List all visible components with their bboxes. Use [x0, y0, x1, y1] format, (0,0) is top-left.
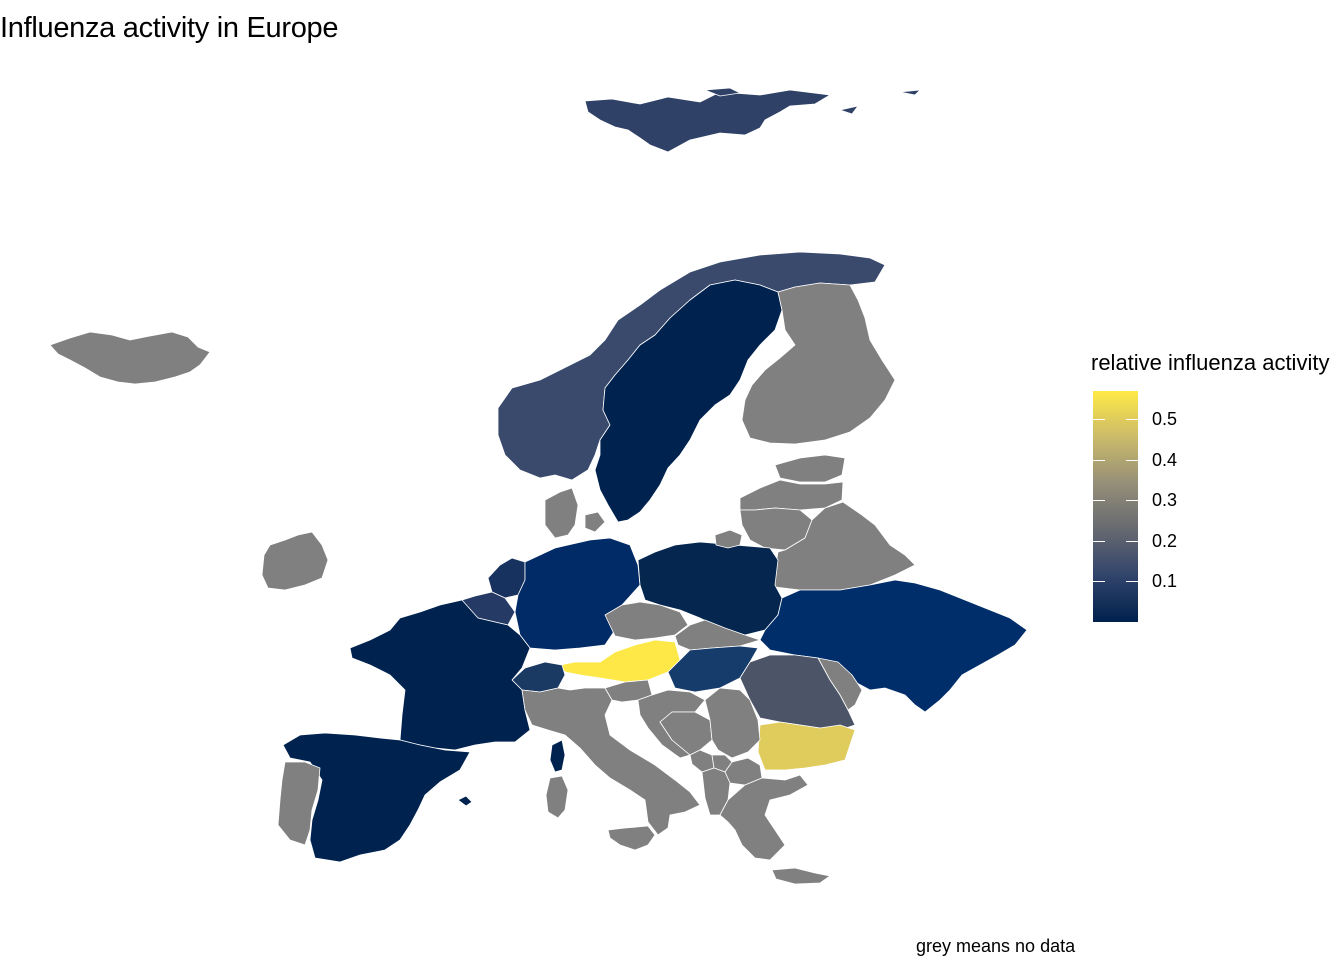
region-montenegro: [689, 749, 715, 773]
region-shape-hungary: [667, 645, 759, 693]
region-shape-serbia: [704, 687, 761, 759]
region-romania: [739, 654, 856, 731]
region-shape-montenegro: [689, 749, 715, 773]
region-shape-greece: [771, 867, 831, 885]
legend-tick-label: 0.4: [1152, 449, 1178, 470]
region-north-macedonia: [724, 757, 763, 786]
region-shape-iceland: [49, 331, 211, 385]
region-sicily: [607, 825, 656, 851]
region-serbia: [704, 687, 761, 759]
caption: grey means no data: [916, 936, 1076, 956]
region-shape-kaliningrad: [714, 529, 743, 549]
region-shape-belarus: [774, 501, 916, 591]
region-shape-balearic-islands: [457, 795, 473, 807]
legend-tick-mark: [1126, 540, 1138, 542]
region-italy: [521, 687, 701, 836]
legend-tick-mark: [1126, 500, 1138, 502]
legend-tick-label: 0.5: [1152, 409, 1178, 430]
region-balearic-islands: [457, 795, 473, 807]
legend-tick-mark: [1093, 500, 1105, 502]
region-shape-denmark: [584, 511, 606, 533]
legend-tick-label: 0.1: [1152, 571, 1178, 592]
region-shape-romania: [739, 654, 856, 731]
region-iceland: [49, 331, 211, 385]
region-hungary: [667, 645, 759, 693]
region-shape-finland: [741, 282, 896, 445]
region-finland: [741, 282, 896, 445]
region-portugal: [277, 761, 321, 846]
region-shape-svalbard: [704, 87, 741, 97]
legend-tick-mark: [1126, 459, 1138, 461]
region-shape-latvia: [739, 479, 844, 511]
map-title: Influenza activity in Europe: [0, 12, 339, 44]
region-ireland: [261, 531, 329, 591]
region-greece: [719, 774, 831, 885]
region-shape-sweden: [594, 279, 783, 523]
legend-tick-mark: [1093, 540, 1105, 542]
region-belarus: [774, 501, 916, 591]
legend-tick-mark: [1126, 419, 1138, 421]
legend-tick-mark: [1093, 581, 1105, 583]
region-shape-sicily: [607, 825, 656, 851]
legend-colorbar: [1093, 391, 1138, 622]
region-latvia: [739, 479, 844, 511]
region-shape-corsica: [549, 739, 566, 773]
region-sardinia: [545, 775, 569, 819]
region-shape-svalbard: [899, 89, 921, 96]
region-shape-portugal: [277, 761, 321, 846]
region-shape-sardinia: [545, 775, 569, 819]
region-shape-north-macedonia: [724, 757, 763, 786]
region-sweden: [594, 279, 783, 523]
region-shape-svalbard: [839, 105, 859, 115]
region-shape-svalbard: [584, 89, 831, 153]
region-shape-denmark: [544, 487, 579, 539]
legend-title: relative influenza activity: [1091, 350, 1330, 375]
region-shape-spain: [282, 732, 471, 863]
region-shape-czechia: [604, 601, 689, 641]
region-shape-estonia: [774, 454, 846, 483]
region-denmark: [544, 487, 606, 539]
region-kaliningrad: [714, 529, 743, 549]
region-bulgaria: [757, 721, 856, 771]
region-shape-greece: [719, 774, 809, 861]
region-spain: [282, 732, 471, 863]
legend-tick-mark: [1126, 581, 1138, 583]
region-shape-italy: [521, 687, 701, 836]
region-corsica: [549, 739, 566, 773]
legend-tick-mark: [1093, 419, 1105, 421]
region-svalbard: [584, 87, 921, 153]
legend-tick-label: 0.3: [1152, 490, 1178, 511]
region-estonia: [774, 454, 846, 483]
region-shape-bulgaria: [757, 721, 856, 771]
region-shape-ireland: [261, 531, 329, 591]
legend-tick-mark: [1093, 459, 1105, 461]
region-czechia: [604, 601, 689, 641]
legend-tick-label: 0.2: [1152, 530, 1178, 551]
